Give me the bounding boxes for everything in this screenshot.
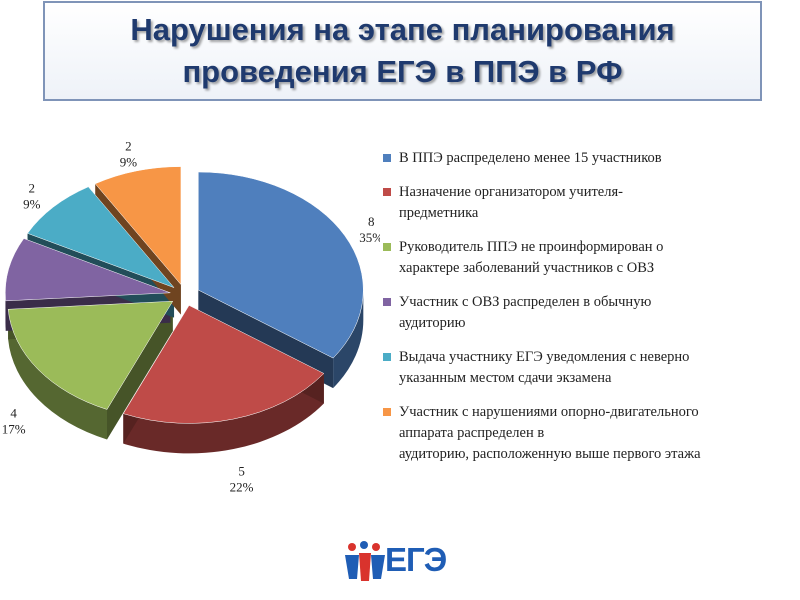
title-line-1: Нарушения на этапе планирования xyxy=(130,12,675,47)
legend-item: Участник с нарушениями опорно-двигательн… xyxy=(383,402,798,465)
legend-label-line: Руководитель ППЭ не проинформирован о xyxy=(399,239,664,255)
slice-value-label-1: 5 xyxy=(238,463,245,478)
legend-label-line: предметника xyxy=(399,205,479,221)
page-title: Нарушения на этапе планирования проведен… xyxy=(130,9,674,93)
slice-3 xyxy=(5,238,171,302)
title-line-2: проведения ЕГЭ в ППЭ в РФ xyxy=(182,54,623,89)
legend-item: В ППЭ распределено менее 15 участников xyxy=(383,148,798,169)
legend-label-line: аппарата распределен в xyxy=(399,425,545,441)
slice-5 xyxy=(94,166,182,286)
slice-percent-label-2: 17% xyxy=(2,422,26,437)
legend-label-line: Выдача участнику ЕГЭ уведомления с невер… xyxy=(399,349,690,365)
legend-item: Участник с ОВЗ распределен в обычную ауди… xyxy=(383,292,798,334)
chart-legend: В ППЭ распределено менее 15 участников На… xyxy=(383,148,798,465)
ege-logo: ЕГЭ xyxy=(343,541,463,583)
legend-label-line: Назначение организатором учителя- xyxy=(399,184,623,200)
legend-item: Руководитель ППЭ не проинформирован о хар… xyxy=(383,237,798,279)
slice-4 xyxy=(27,186,175,289)
legend-swatch xyxy=(383,298,391,306)
pie-tops xyxy=(5,166,364,424)
legend-swatch xyxy=(383,353,391,361)
slice-percent-label-5: 9% xyxy=(120,155,138,170)
slice-side-2 xyxy=(8,309,108,440)
legend-swatch xyxy=(383,188,391,196)
slice-percent-label-0: 35% xyxy=(359,230,380,245)
slice-value-label-5: 2 xyxy=(125,139,132,154)
legend-label-line: Участник с нарушениями опорно-двигательн… xyxy=(399,404,699,420)
slice-value-label-2: 4 xyxy=(10,406,17,421)
title-box: Нарушения на этапе планирования проведен… xyxy=(43,1,762,101)
legend-label-line: В ППЭ распределено менее 15 участников xyxy=(399,150,662,166)
legend-label-line: аудиторию xyxy=(399,315,466,331)
ege-logo-icon xyxy=(345,541,385,581)
slice-value-label-4: 2 xyxy=(28,181,35,196)
slice-percent-label-4: 9% xyxy=(23,197,41,212)
slice-value-label-0: 8 xyxy=(368,214,375,229)
legend-item: Назначение организатором учителя-предмет… xyxy=(383,182,798,224)
slice-side-1 xyxy=(123,373,324,454)
slice-side-0 xyxy=(333,290,364,389)
slice-1 xyxy=(122,305,325,424)
slice-0 xyxy=(198,171,364,359)
pie-labels: 835%522%417%29%29%29% xyxy=(2,139,380,495)
pie-chart: 835%522%417%29%29%29% xyxy=(2,139,380,495)
legend-item: Выдача участнику ЕГЭ уведомления с невер… xyxy=(383,347,798,389)
legend-swatch xyxy=(383,154,391,162)
legend-label-line: характере заболеваний участников с ОВЗ xyxy=(399,260,655,276)
ege-logo-text: ЕГЭ xyxy=(385,541,447,578)
legend-swatch xyxy=(383,243,391,251)
legend-swatch xyxy=(383,408,391,416)
legend-label-line: указанным местом сдачи экзамена xyxy=(399,370,612,386)
legend-label-line: Участник с ОВЗ распределен в обычную xyxy=(399,294,652,310)
slice-percent-label-1: 22% xyxy=(230,479,254,494)
slice-2 xyxy=(7,300,174,410)
legend-label-line: аудиторию, расположенную выше первого эт… xyxy=(399,446,701,462)
slice-wall-2-0 xyxy=(107,301,173,440)
